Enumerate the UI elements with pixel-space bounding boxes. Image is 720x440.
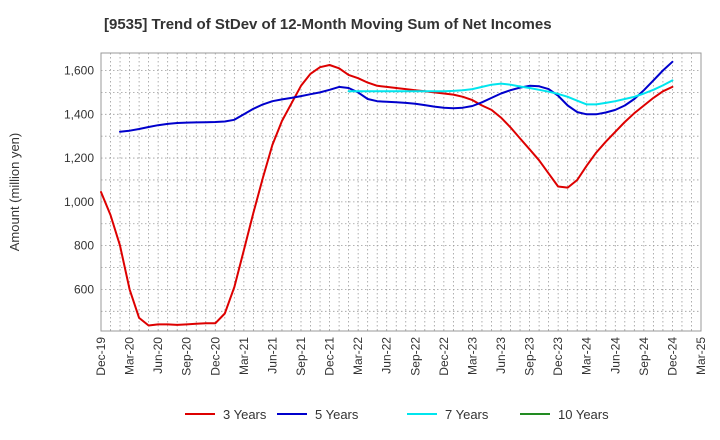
x-axis-ticks: Dec-19 Mar-20 Jun-20 Sep-20 Dec-20 Mar-21 Jun-… bbox=[94, 337, 708, 376]
x-tick-label: Sep-22 bbox=[408, 337, 422, 376]
chart-title: [9535] Trend of StDev of 12-Month Moving… bbox=[104, 16, 552, 33]
x-tick-label: Mar-21 bbox=[237, 337, 251, 375]
y-tick-label: 800 bbox=[74, 239, 94, 253]
y-axis-label: Amount (million yen) bbox=[7, 133, 22, 252]
series-line-3-years bbox=[100, 64, 674, 327]
y-tick-label: 1,000 bbox=[64, 195, 94, 209]
series-lines bbox=[100, 60, 674, 327]
legend-label: 10 Years bbox=[558, 407, 609, 422]
plot-area bbox=[100, 52, 702, 332]
legend-label: 7 Years bbox=[445, 407, 489, 422]
x-tick-label: Jun-21 bbox=[265, 337, 279, 374]
legend: 3 Years 5 Years 7 Years 10 Years bbox=[185, 407, 609, 422]
legend-label: 5 Years bbox=[315, 407, 359, 422]
x-tick-label: Mar-25 bbox=[694, 337, 708, 375]
x-tick-label: Jun-20 bbox=[151, 337, 165, 374]
y-axis-ticks: 600 800 1,000 1,200 1,400 1,600 bbox=[64, 64, 94, 297]
legend-label: 3 Years bbox=[223, 407, 267, 422]
x-tick-label: Sep-21 bbox=[294, 337, 308, 376]
series-line-7-years bbox=[347, 79, 674, 106]
x-tick-label: Sep-24 bbox=[637, 337, 651, 376]
x-tick-label: Dec-22 bbox=[437, 337, 451, 376]
x-tick-label: Jun-24 bbox=[608, 337, 622, 374]
x-tick-label: Mar-23 bbox=[465, 337, 479, 375]
x-tick-label: Dec-23 bbox=[551, 337, 565, 376]
grid-lines bbox=[101, 53, 701, 331]
x-tick-label: Dec-24 bbox=[665, 337, 679, 376]
y-tick-label: 1,600 bbox=[64, 64, 94, 78]
x-tick-label: Dec-20 bbox=[208, 337, 222, 376]
x-tick-label: Dec-21 bbox=[323, 337, 337, 376]
series-line-5-years bbox=[119, 60, 674, 133]
x-tick-label: Mar-24 bbox=[580, 337, 594, 375]
y-tick-label: 1,400 bbox=[64, 107, 94, 121]
x-tick-label: Sep-20 bbox=[180, 337, 194, 376]
x-tick-label: Jun-23 bbox=[494, 337, 508, 374]
x-tick-label: Mar-20 bbox=[123, 337, 137, 375]
x-tick-label: Sep-23 bbox=[523, 337, 537, 376]
x-tick-label: Dec-19 bbox=[94, 337, 108, 376]
x-tick-label: Mar-22 bbox=[351, 337, 365, 375]
x-tick-label: Jun-22 bbox=[380, 337, 394, 374]
y-tick-label: 1,200 bbox=[64, 151, 94, 165]
y-tick-label: 600 bbox=[74, 282, 94, 296]
